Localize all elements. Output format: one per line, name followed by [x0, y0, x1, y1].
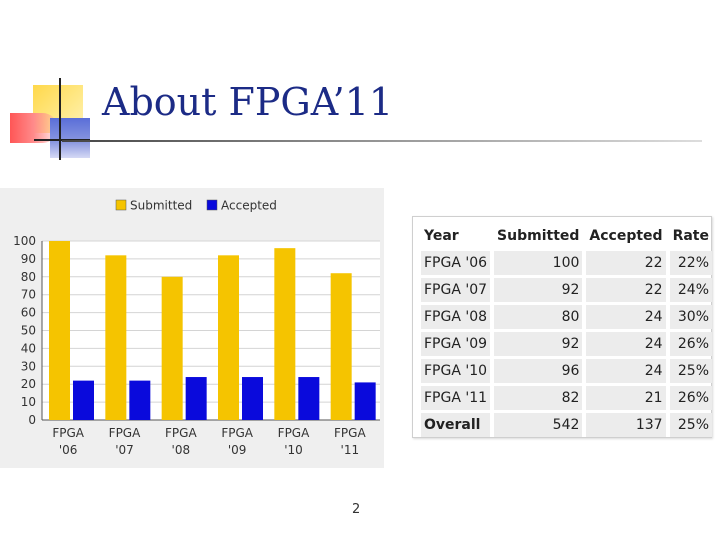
- header-year: Year: [424, 228, 459, 244]
- cell-submitted: 80: [494, 305, 583, 329]
- bar-accepted: [129, 380, 151, 420]
- cell-overall-label: Overall: [421, 413, 491, 437]
- table-row: FPGA '09 92 24 26%: [421, 332, 712, 356]
- bar-accepted: [298, 377, 320, 420]
- y-tick-label: 20: [21, 377, 36, 391]
- bar-submitted: [330, 273, 352, 420]
- bar-chart: 0 10 20 30 40 50 60 70 80 90 100 FPGA '06 FPGA '07 FPGA…: [13, 199, 380, 457]
- table-row: FPGA '06 100 22 22%: [421, 251, 712, 275]
- table-header-row: Year Submitted Accepted Rate: [421, 224, 712, 248]
- bar-accepted: [185, 377, 207, 420]
- statistics-table: Year Submitted Accepted Rate FPGA '06 10…: [417, 221, 716, 440]
- y-tick-label: 40: [21, 341, 36, 355]
- x-tick-label: '11: [341, 443, 360, 457]
- cell-year: FPGA '07: [421, 278, 491, 302]
- x-tick-label: '08: [172, 443, 191, 457]
- header-submitted: Submitted: [497, 228, 580, 244]
- table-row: FPGA '10 96 24 25%: [421, 359, 712, 383]
- bar-submitted: [218, 255, 239, 420]
- bar-submitted: [49, 241, 70, 420]
- header-accepted: Accepted: [589, 228, 663, 244]
- cell-overall-rate: 25%: [669, 413, 712, 437]
- legend-swatch-accepted: [206, 199, 218, 211]
- cell-rate: 30%: [669, 305, 712, 329]
- cell-accepted: 24: [586, 359, 666, 383]
- cell-year: FPGA '09: [421, 332, 491, 356]
- cell-year: FPGA '06: [421, 251, 491, 275]
- x-tick-label: FPGA: [52, 426, 84, 440]
- cell-year: FPGA '11: [421, 386, 491, 410]
- cell-submitted: 100: [494, 251, 583, 275]
- x-tick-label: '07: [115, 443, 134, 457]
- cell-accepted: 22: [586, 278, 666, 302]
- y-tick-label: 10: [21, 395, 36, 409]
- title-decoration-red-bar: [10, 113, 57, 143]
- slide-title: About FPGA’11: [102, 80, 394, 124]
- bar-accepted: [354, 382, 376, 420]
- y-tick-label: 70: [21, 288, 36, 302]
- cell-rate: 26%: [669, 386, 712, 410]
- x-tick-label: '09: [228, 443, 247, 457]
- x-tick-label: '10: [284, 443, 303, 457]
- cell-rate: 24%: [669, 278, 712, 302]
- header-rate: Rate: [672, 228, 709, 244]
- x-tick-label: FPGA: [165, 426, 197, 440]
- title-underline-rule: [62, 140, 702, 142]
- table-row: FPGA '07 92 22 24%: [421, 278, 712, 302]
- table-row-overall: Overall 542 137 25%: [421, 413, 712, 437]
- y-tick-label: 100: [13, 234, 36, 248]
- bar-chart-panel: 0 10 20 30 40 50 60 70 80 90 100 FPGA '06 FPGA '07 FPGA…: [0, 188, 384, 468]
- x-tick-label: '06: [59, 443, 78, 457]
- cell-year: FPGA '08: [421, 305, 491, 329]
- y-tick-label: 90: [21, 252, 36, 266]
- cell-accepted: 21: [586, 386, 666, 410]
- y-tick-label: 0: [28, 413, 36, 427]
- cell-rate: 25%: [669, 359, 712, 383]
- y-tick-label: 30: [21, 359, 36, 373]
- cell-year: FPGA '10: [421, 359, 491, 383]
- title-decoration-vertical-line: [59, 78, 61, 160]
- legend-label-accepted: Accepted: [221, 199, 277, 213]
- bar-accepted: [73, 380, 94, 420]
- cell-overall-accepted: 137: [586, 413, 666, 437]
- cell-submitted: 92: [494, 278, 583, 302]
- cell-rate: 22%: [669, 251, 712, 275]
- page-number: 2: [352, 502, 361, 517]
- x-tick-label: FPGA: [221, 426, 253, 440]
- legend-swatch-submitted: [115, 199, 127, 211]
- table-row: FPGA '08 80 24 30%: [421, 305, 712, 329]
- cell-submitted: 96: [494, 359, 583, 383]
- cell-accepted: 22: [586, 251, 666, 275]
- x-tick-label: FPGA: [278, 426, 310, 440]
- title-decoration-blue-square: [50, 118, 90, 158]
- cell-submitted: 82: [494, 386, 583, 410]
- bar-submitted: [274, 248, 296, 420]
- cell-overall-submitted: 542: [494, 413, 583, 437]
- x-tick-label: FPGA: [334, 426, 366, 440]
- cell-accepted: 24: [586, 332, 666, 356]
- cell-rate: 26%: [669, 332, 712, 356]
- cell-accepted: 24: [586, 305, 666, 329]
- statistics-table-panel: Year Submitted Accepted Rate FPGA '06 10…: [412, 216, 712, 438]
- y-tick-label: 60: [21, 306, 36, 320]
- legend-label-submitted: Submitted: [130, 199, 192, 213]
- bar-submitted: [105, 255, 127, 420]
- y-tick-label: 50: [21, 324, 36, 338]
- x-tick-label: FPGA: [109, 426, 141, 440]
- table-row: FPGA '11 82 21 26%: [421, 386, 712, 410]
- y-tick-label: 80: [21, 270, 36, 284]
- cell-submitted: 92: [494, 332, 583, 356]
- bar-submitted: [161, 276, 183, 420]
- bar-accepted: [242, 377, 263, 420]
